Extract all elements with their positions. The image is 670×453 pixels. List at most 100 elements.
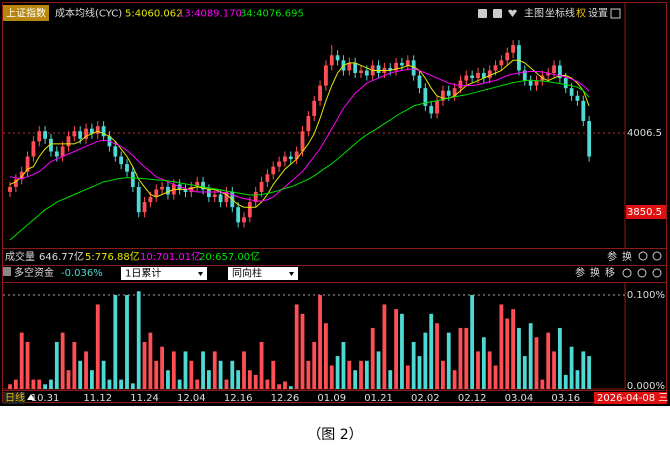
bar — [511, 309, 515, 389]
candle-body — [587, 121, 592, 157]
candle-body — [224, 191, 229, 203]
candle-body — [411, 60, 416, 76]
bar — [195, 379, 200, 389]
bar — [452, 370, 457, 389]
candle-body — [294, 151, 299, 160]
price-marker-label: 3850.5 — [627, 207, 662, 218]
bar — [66, 370, 71, 389]
bar — [148, 332, 153, 389]
legend-entry: 34:4076.695 — [240, 9, 304, 20]
y-tick-label: 0.000% — [627, 381, 665, 392]
bar — [370, 327, 375, 389]
candle-body — [49, 138, 53, 152]
toolbar-button[interactable]: 主图 — [524, 8, 544, 20]
candle-body — [201, 181, 205, 190]
dropdown-label[interactable]: 1日累计 — [125, 267, 161, 280]
bar — [306, 360, 311, 389]
candle-body — [84, 128, 88, 139]
bar — [364, 360, 369, 389]
candle-body — [306, 116, 311, 132]
candle-body — [136, 186, 141, 213]
x-tick-label: 02.12 — [458, 393, 487, 404]
bar — [72, 342, 77, 389]
bar — [277, 384, 281, 389]
bar — [481, 337, 486, 389]
bar — [13, 379, 18, 389]
candle-body — [312, 100, 317, 117]
candle-body — [364, 70, 369, 76]
dropdown-arrow — [198, 272, 203, 276]
toolbar-button[interactable]: 坐标线 — [545, 7, 575, 20]
bar — [283, 381, 287, 389]
candle-body — [218, 194, 223, 203]
candle-body — [558, 65, 562, 79]
help-icon[interactable] — [3, 267, 11, 276]
panel-button[interactable]: 参 — [575, 266, 585, 279]
dropdown[interactable] — [121, 267, 207, 280]
x-tick-label: 11.12 — [83, 393, 112, 404]
candle-body — [236, 207, 241, 223]
candle-body — [446, 90, 451, 96]
bar — [423, 332, 428, 389]
candle-body — [546, 72, 551, 76]
candle-body — [31, 141, 36, 157]
bar — [125, 295, 129, 389]
y-tick-label: 4006.5 — [627, 128, 662, 139]
candle-body — [119, 156, 124, 165]
bar — [8, 384, 12, 389]
candle-body — [417, 75, 422, 89]
candle-body — [517, 45, 521, 71]
bar — [189, 360, 194, 389]
bar — [113, 295, 118, 389]
candle-body — [19, 171, 24, 180]
bar — [487, 351, 492, 389]
toolbar-button[interactable]: 设置 — [588, 8, 608, 20]
candle-body — [130, 171, 135, 187]
x-tick-label: 12.16 — [224, 393, 253, 404]
bar — [441, 360, 445, 389]
candle-body — [271, 166, 276, 175]
candle-body — [54, 151, 59, 157]
period-label[interactable]: 日线 — [5, 391, 25, 404]
panel-icons[interactable] — [622, 251, 662, 278]
candle-body — [400, 62, 404, 66]
period-arrow[interactable] — [27, 394, 35, 400]
bar — [294, 304, 299, 389]
candle-body — [441, 90, 445, 101]
candle-body — [195, 181, 200, 187]
candle-body — [552, 65, 556, 73]
dropdown-label[interactable]: 同向柱 — [232, 267, 262, 280]
panel-button[interactable]: 移 — [605, 266, 615, 279]
bar — [411, 342, 416, 389]
bar — [78, 360, 83, 389]
bar — [435, 323, 439, 389]
bar — [95, 304, 100, 389]
bar — [458, 327, 463, 389]
volume-ma: 10:701.01亿 — [140, 250, 201, 263]
indicator-name: 成本均线(CYC) — [55, 7, 122, 20]
candle-body — [101, 126, 106, 137]
panel-value: -0.036% — [61, 268, 103, 279]
panel-button[interactable]: 换 — [590, 266, 600, 279]
candle-body — [60, 146, 65, 157]
bar — [171, 351, 176, 389]
toolbar-button[interactable]: 权 — [576, 7, 586, 20]
candle-body — [464, 75, 469, 81]
candle-body — [95, 126, 100, 134]
candle-body — [452, 88, 457, 96]
bar — [288, 386, 293, 389]
bar — [107, 379, 112, 389]
dropdown[interactable] — [228, 267, 298, 280]
legend-entry: 13:4089.170 — [178, 9, 242, 20]
bar — [318, 295, 322, 389]
x-tick-label: 10.31 — [31, 393, 60, 404]
toolbar-icons[interactable] — [478, 8, 621, 19]
panel-button[interactable]: 换 — [622, 250, 632, 263]
volume-ma: 5:776.88亿 — [85, 250, 140, 263]
panel-button[interactable]: 参 — [607, 250, 617, 263]
bar — [505, 318, 510, 389]
candle-body — [563, 78, 568, 89]
candle-body — [569, 88, 574, 96]
bar — [540, 379, 545, 389]
